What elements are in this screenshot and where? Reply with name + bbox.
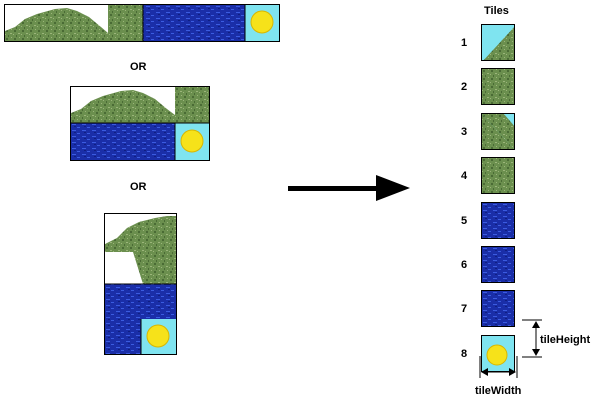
tile-width-dimension: [479, 356, 518, 378]
tile-number: 5: [461, 215, 468, 227]
tileset-column-layout: [104, 213, 177, 355]
tile-height-label: tileHeight: [540, 334, 591, 346]
tile-slope-right: [481, 24, 515, 61]
tile-water: [481, 202, 515, 239]
tile-height-dimension: [522, 319, 542, 358]
tile-number: 3: [461, 126, 468, 138]
tileset-block-layout: [70, 86, 210, 161]
tile-water: [481, 290, 515, 327]
tile-grass: [481, 157, 515, 194]
hill-shape: [71, 90, 175, 123]
tile-number: 2: [461, 81, 468, 93]
tile-water: [481, 246, 515, 283]
tile-grass: [481, 68, 515, 105]
tile-slope-left: [481, 113, 515, 150]
tile-sun: [481, 335, 515, 372]
hill-shape: [5, 8, 108, 41]
transform-arrow-icon: [288, 175, 410, 201]
or-label: OR: [130, 181, 147, 193]
hill-shape: [105, 216, 176, 284]
tile-number: 6: [461, 259, 468, 271]
tile-number: 4: [461, 170, 468, 182]
tileset-horizontal-strip: [4, 4, 280, 42]
or-label: OR: [130, 61, 147, 73]
tile-width-label: tileWidth: [475, 385, 522, 397]
sky-cutout: [111, 252, 143, 284]
tile-number: 7: [461, 303, 468, 315]
tile-number: 8: [461, 348, 468, 360]
tiles-heading: Tiles: [484, 5, 509, 17]
tile-number: 1: [461, 37, 468, 49]
